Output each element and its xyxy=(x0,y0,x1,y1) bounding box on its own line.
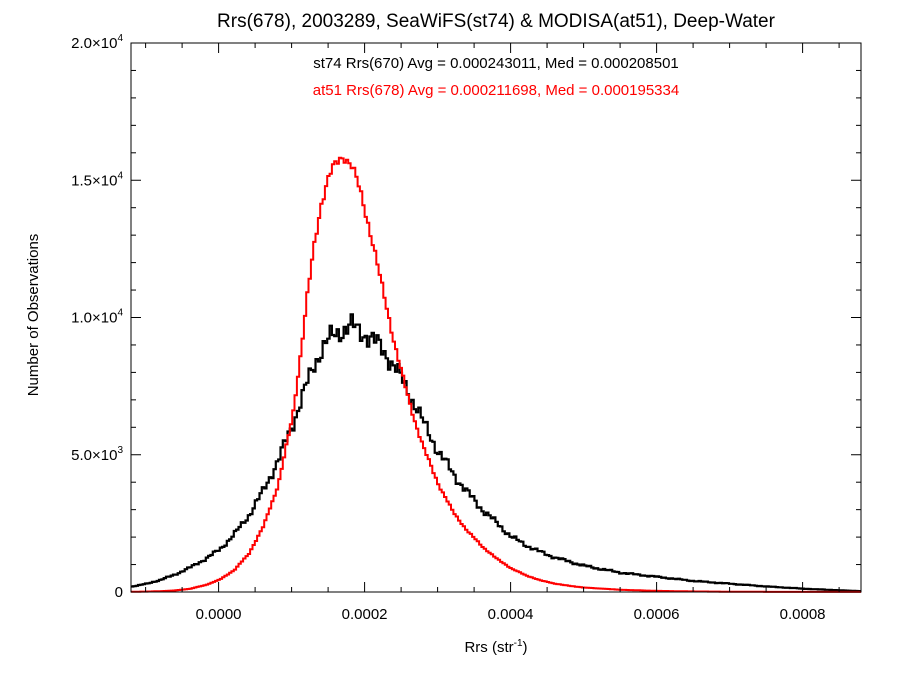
x-tick-label: 0.0008 xyxy=(780,606,826,623)
series-layer xyxy=(131,156,861,593)
x-axis-label: Rrs (str-1) xyxy=(464,638,527,656)
chart-title: Rrs(678), 2003289, SeaWiFS(st74) & MODIS… xyxy=(217,11,776,32)
y-axis-label: Number of Observations xyxy=(25,234,42,397)
y-tick-label: 1.0×104 xyxy=(71,308,123,327)
axes-layer: 0.0000 0.0002 0.0004 0.0006 0.0008 0 5.0×103 1.… xyxy=(71,33,861,623)
x-axis-label-close: ) xyxy=(523,639,528,656)
series-0-line xyxy=(131,313,861,593)
x-axis-label-text: Rrs (str xyxy=(464,639,513,656)
x-tick-label: 0.0002 xyxy=(342,606,388,623)
y-tick-label: 5.0×103 xyxy=(71,445,123,464)
x-tick-label: 0.0006 xyxy=(634,606,680,623)
annotation-at51: at51 Rrs(678) Avg = 0.000211698, Med = 0… xyxy=(313,82,679,99)
y-tick-label: 2.0×104 xyxy=(71,33,123,52)
x-tick-label: 0.0004 xyxy=(488,606,534,623)
y-tick-label: 1.5×104 xyxy=(71,170,123,189)
annotation-st74: st74 Rrs(670) Avg = 0.000243011, Med = 0… xyxy=(313,55,679,72)
x-tick-label: 0.0000 xyxy=(196,606,242,623)
x-axis-label-superscript: -1 xyxy=(514,638,523,649)
y-tick-label: 0 xyxy=(115,584,123,601)
plot-frame xyxy=(130,42,862,593)
series-1-line xyxy=(131,156,861,593)
